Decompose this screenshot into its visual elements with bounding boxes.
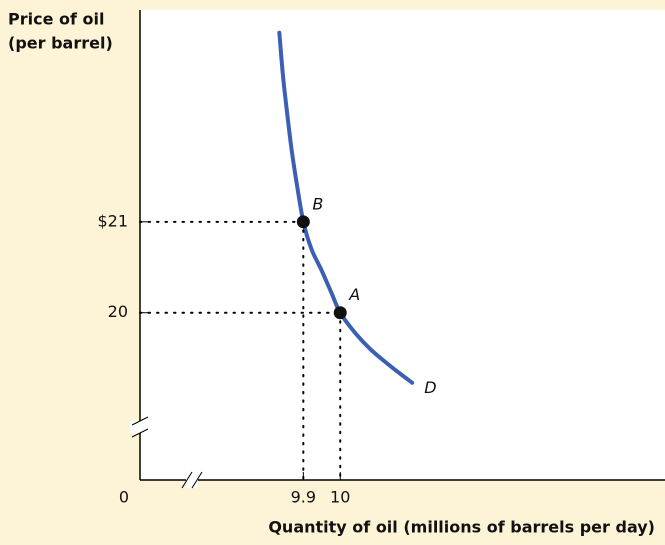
y-tick-label: 20: [108, 302, 128, 321]
point-label: A: [348, 285, 360, 304]
demand-curve: [277, 30, 415, 385]
plot-area: [140, 10, 665, 480]
axis-break: [181, 471, 193, 489]
axis-break: [131, 416, 149, 426]
axis-break: [131, 428, 149, 438]
axis-break: [191, 471, 203, 489]
axis-break-gap: [130, 421, 150, 433]
y-tick-label: $21: [97, 211, 128, 230]
x-tick-label: 10: [330, 488, 350, 507]
point: [296, 215, 310, 229]
origin-label: 0: [119, 488, 129, 507]
y-axis-label: Price of oil: [8, 10, 105, 29]
axis-break-gap: [186, 472, 198, 488]
point-label: B: [312, 194, 323, 213]
y-axis-label: (per barrel): [8, 34, 113, 53]
curve-label: D: [424, 378, 436, 397]
x-axis-label: Quantity of oil (millions of barrels per…: [268, 518, 655, 537]
point: [333, 306, 347, 320]
x-tick-label: 9.9: [291, 488, 316, 507]
